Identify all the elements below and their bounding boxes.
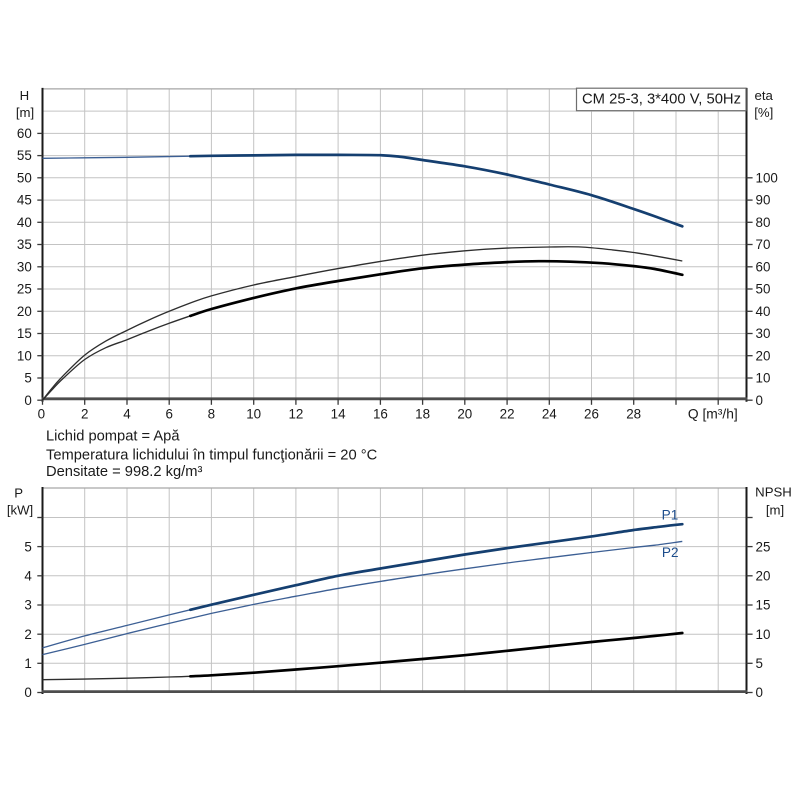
- svg-text:90: 90: [756, 193, 771, 208]
- svg-text:4: 4: [123, 406, 131, 421]
- svg-text:45: 45: [17, 193, 32, 208]
- svg-text:20: 20: [457, 406, 472, 421]
- svg-text:100: 100: [756, 171, 778, 186]
- svg-text:10: 10: [756, 371, 771, 386]
- svg-text:22: 22: [500, 406, 515, 421]
- svg-text:20: 20: [756, 348, 771, 363]
- svg-text:0: 0: [38, 406, 45, 421]
- svg-text:P1: P1: [662, 507, 679, 522]
- svg-text:6: 6: [165, 406, 172, 421]
- svg-text:eta: eta: [755, 88, 774, 103]
- svg-text:Temperatura lichidului în timp: Temperatura lichidului în timpul funcţio…: [46, 447, 378, 463]
- svg-text:0: 0: [24, 393, 31, 408]
- svg-text:2: 2: [81, 406, 88, 421]
- svg-text:5: 5: [24, 539, 31, 554]
- svg-text:P: P: [14, 486, 23, 501]
- svg-text:10: 10: [756, 627, 771, 642]
- svg-text:5: 5: [24, 371, 31, 386]
- svg-text:50: 50: [17, 171, 32, 186]
- svg-text:3: 3: [24, 598, 31, 613]
- svg-text:55: 55: [17, 148, 32, 163]
- svg-text:70: 70: [756, 237, 771, 252]
- svg-text:Lichid pompat = Apă: Lichid pompat = Apă: [46, 429, 180, 445]
- svg-text:20: 20: [756, 569, 771, 584]
- svg-text:[kW]: [kW]: [7, 503, 33, 518]
- svg-text:12: 12: [288, 406, 303, 421]
- svg-text:1: 1: [24, 656, 31, 671]
- svg-text:10: 10: [17, 348, 32, 363]
- svg-text:H: H: [20, 88, 30, 103]
- svg-text:80: 80: [756, 215, 771, 230]
- svg-text:60: 60: [756, 259, 771, 274]
- svg-text:NPSH: NPSH: [755, 485, 792, 500]
- svg-text:2: 2: [24, 627, 31, 642]
- svg-text:15: 15: [17, 326, 32, 341]
- svg-text:Densitate = 998.2 kg/m³: Densitate = 998.2 kg/m³: [46, 464, 202, 480]
- svg-text:Q [m³/h]: Q [m³/h]: [688, 407, 738, 422]
- svg-text:14: 14: [331, 406, 346, 421]
- svg-text:25: 25: [17, 282, 32, 297]
- svg-text:24: 24: [542, 406, 557, 421]
- svg-text:60: 60: [17, 126, 32, 141]
- svg-text:4: 4: [24, 569, 32, 584]
- svg-text:16: 16: [373, 406, 388, 421]
- svg-text:10: 10: [246, 406, 261, 421]
- svg-text:20: 20: [17, 304, 32, 319]
- svg-text:30: 30: [17, 259, 32, 274]
- svg-text:50: 50: [756, 282, 771, 297]
- svg-text:[%]: [%]: [754, 105, 773, 120]
- svg-text:[m]: [m]: [16, 105, 34, 120]
- svg-text:18: 18: [415, 406, 430, 421]
- svg-text:CM 25-3, 3*400 V, 50Hz: CM 25-3, 3*400 V, 50Hz: [582, 91, 741, 107]
- svg-text:0: 0: [756, 685, 763, 700]
- svg-text:28: 28: [626, 406, 641, 421]
- svg-text:15: 15: [756, 598, 771, 613]
- svg-text:40: 40: [756, 304, 771, 319]
- svg-text:P2: P2: [662, 545, 679, 560]
- svg-text:5: 5: [756, 656, 763, 671]
- svg-text:40: 40: [17, 215, 32, 230]
- svg-text:0: 0: [756, 393, 763, 408]
- svg-text:26: 26: [584, 406, 599, 421]
- svg-text:8: 8: [208, 406, 215, 421]
- svg-text:30: 30: [756, 326, 771, 341]
- svg-text:35: 35: [17, 237, 32, 252]
- svg-text:[m]: [m]: [766, 503, 784, 518]
- svg-text:25: 25: [756, 539, 771, 554]
- svg-text:0: 0: [24, 685, 31, 700]
